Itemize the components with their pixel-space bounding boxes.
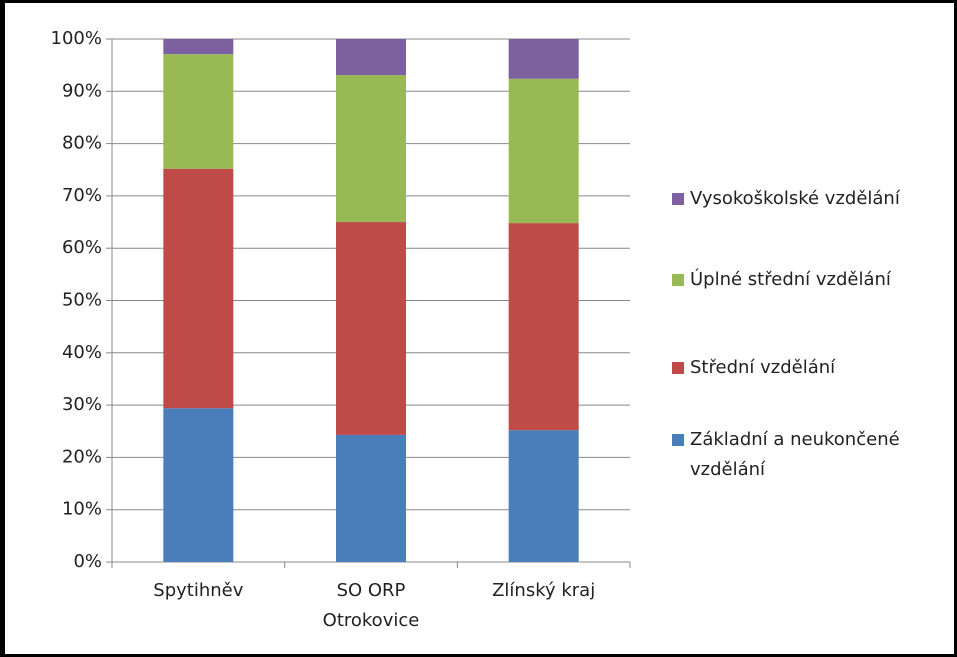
bar-segment	[508, 430, 579, 562]
legend-item: Úplné střední vzdělání	[672, 265, 942, 295]
legend-item: Základní a neukončené vzdělání	[672, 425, 942, 485]
legend-swatch	[672, 434, 684, 446]
y-tick-label: 50%	[62, 290, 102, 311]
x-tick-label: Spytihněv	[153, 580, 244, 601]
y-tick-label: 0%	[73, 551, 102, 572]
y-tick-label: 100%	[51, 28, 102, 49]
y-tick-label: 30%	[62, 394, 102, 415]
legend-swatch	[672, 362, 684, 374]
y-tick-label: 70%	[62, 185, 102, 206]
bar-segment	[163, 39, 234, 55]
bar-segment	[508, 39, 579, 79]
bar-segment	[336, 39, 406, 76]
x-tick-label: Zlínský kraj	[492, 580, 596, 601]
legend-item: Vysokoškolské vzdělání	[672, 184, 942, 214]
bar-segment	[163, 168, 234, 409]
y-tick-label: 20%	[62, 446, 102, 467]
y-tick-label: 10%	[62, 499, 102, 520]
legend-swatch	[672, 193, 684, 205]
bar-segment	[336, 75, 406, 223]
bar-segment	[336, 222, 406, 435]
legend-swatch	[672, 274, 684, 286]
legend-label: Vysokoškolské vzdělání	[690, 188, 900, 209]
x-tick-label: SO ORP Otrokovice	[322, 580, 420, 631]
bar-segment	[163, 54, 234, 169]
legend-item: Střední vzdělání	[672, 353, 942, 383]
bar-segment	[508, 78, 579, 224]
y-tick-label: 40%	[62, 342, 102, 363]
legend-label: Střední vzdělání	[690, 357, 836, 378]
bar-segment	[163, 408, 234, 562]
legend-label: Úplné střední vzdělání	[690, 269, 891, 290]
y-tick-label: 60%	[62, 237, 102, 258]
bar-segment	[508, 223, 579, 431]
y-tick-label: 80%	[62, 133, 102, 154]
y-tick-label: 90%	[62, 80, 102, 101]
legend-label: Základní a neukončené vzdělání	[690, 429, 900, 480]
bar-segment	[336, 434, 406, 562]
